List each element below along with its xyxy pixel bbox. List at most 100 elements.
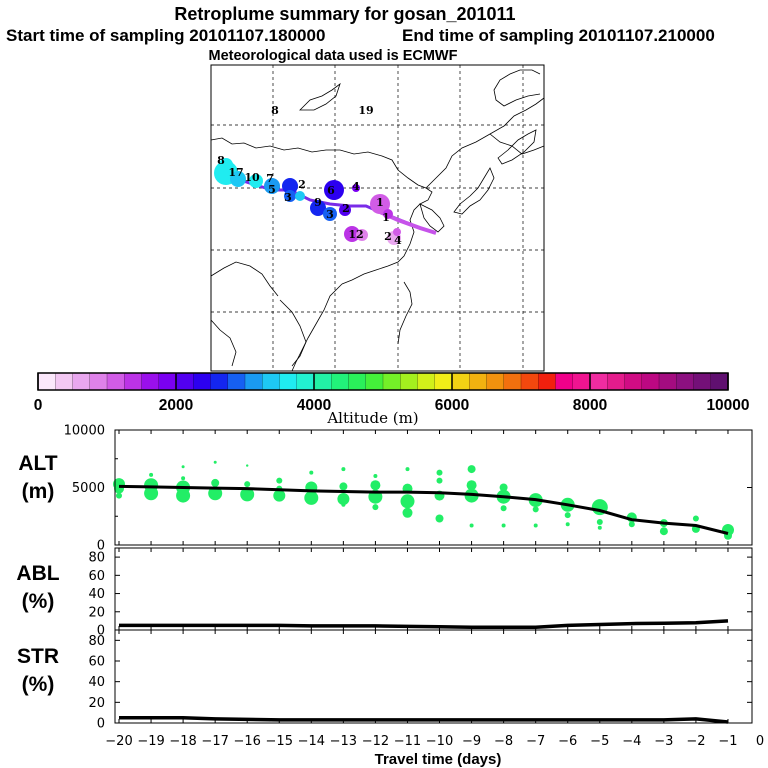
x-tick-label: −12 — [362, 734, 389, 749]
altitude-dot — [337, 493, 350, 505]
met-data-label: Meteorological data used is ECMWF — [209, 48, 458, 64]
colorbar-cell — [106, 372, 125, 391]
time-series-panels: ALT (m) 0 5000 10000 ABL (%) 0 20 40 60 80 STR (%) 0 20… — [16, 424, 764, 750]
colorbar-cell — [175, 372, 194, 391]
x-tick-label: −14 — [298, 734, 325, 749]
colorbar-cell — [124, 372, 143, 391]
day-label: 3 — [326, 208, 334, 221]
colorbar-cell — [434, 372, 453, 391]
altitude-dot — [276, 477, 283, 484]
altitude-dot — [500, 505, 507, 512]
y-tick-label: 20 — [88, 605, 105, 620]
retroplume-track — [214, 158, 437, 245]
altitude-dot — [564, 512, 571, 519]
y-tick-label: 60 — [88, 655, 105, 670]
altitude-dot — [596, 519, 603, 525]
colorbar-cell — [262, 372, 281, 391]
figure-title: Retroplume summary for gosan_201011 — [174, 4, 515, 24]
altitude-dot — [469, 523, 474, 528]
colorbar-cell — [331, 372, 350, 391]
x-tick-label: −7 — [526, 734, 545, 749]
altitude-dot — [373, 474, 378, 478]
colorbar-cell — [555, 372, 574, 391]
colorbar-cell — [210, 372, 229, 391]
altitude-dot — [405, 467, 410, 472]
plume-cluster — [370, 194, 390, 214]
x-tick-label: −1 — [718, 734, 737, 749]
altitude-dot — [692, 515, 699, 522]
plume-cluster — [284, 190, 296, 202]
y-tick-label: 60 — [88, 569, 105, 584]
colorbar-cell — [227, 372, 246, 391]
colorbar-tick-label: 0 — [34, 397, 43, 414]
colorbar-cell — [158, 372, 177, 391]
altitude-dot — [501, 523, 506, 528]
colorbar-cell — [641, 372, 660, 391]
x-tick-label: −11 — [394, 734, 421, 749]
x-axis-ticks: −20 −19 −18 −17 −16 −15 −14 −13 −12 −11 −10 −9 −8 −7−… — [105, 734, 764, 749]
altitude-dot — [341, 467, 346, 472]
panel-alt: ALT (m) 0 5000 10000 — [18, 424, 753, 554]
colorbar-tick-label: 6000 — [435, 397, 469, 414]
colorbar-cell — [676, 372, 695, 391]
x-tick-label: −9 — [462, 734, 481, 749]
plume-cluster — [219, 158, 233, 172]
colorbar-cell — [417, 372, 436, 391]
colorbar-cell — [244, 372, 263, 391]
altitude-dot — [304, 490, 319, 505]
x-tick-label: −5 — [590, 734, 609, 749]
y-tick-label: 0 — [97, 624, 105, 639]
panel-ylabel: (%) — [22, 673, 55, 696]
day-label: 10 — [244, 171, 260, 184]
end-time-label: End time of sampling 20101107.210000 — [402, 26, 715, 45]
panel-ylabel: (m) — [22, 480, 55, 503]
x-tick-label: −10 — [426, 734, 453, 749]
altitude-dot — [176, 488, 191, 503]
colorbar-cell — [72, 372, 91, 391]
colorbar-cell — [503, 372, 522, 391]
altitude-dot — [533, 523, 538, 528]
colorbar-cell — [279, 372, 298, 391]
day-label: 7 — [266, 172, 274, 185]
colorbar-cell — [141, 372, 160, 391]
y-tick-label: 10000 — [64, 424, 105, 439]
x-tick-label: −16 — [233, 734, 260, 749]
altitude-dot — [597, 525, 602, 530]
panel-ylabel: STR — [17, 645, 59, 668]
colorbar-axis-label: Altitude (m) — [326, 409, 418, 427]
x-tick-label: −19 — [137, 734, 164, 749]
abl-line — [119, 619, 729, 630]
plume-cluster — [310, 200, 326, 216]
altitude-dot — [116, 492, 122, 499]
colorbar-cell — [451, 372, 470, 391]
panel-frame — [114, 429, 753, 546]
x-tick-label: 0 — [756, 734, 764, 749]
plume-cluster — [230, 171, 246, 187]
colorbar-cell — [469, 372, 488, 391]
x-axis-label: Travel time (days) — [375, 751, 502, 768]
colorbar-cell — [572, 372, 591, 391]
altitude-dot — [144, 486, 159, 501]
day-label: 17 — [228, 166, 243, 179]
plume-cluster — [249, 174, 263, 188]
altitude-dot — [341, 502, 346, 507]
colorbar-cell — [538, 372, 557, 391]
altitude-dot — [211, 478, 220, 487]
altitude-dot — [208, 486, 223, 501]
plume-cluster — [383, 209, 393, 219]
day-label: 2 — [384, 230, 392, 243]
map-frame — [210, 64, 545, 372]
y-tick-label: 40 — [88, 587, 105, 602]
altitude-dot — [402, 507, 413, 518]
day-label: 2 — [298, 178, 306, 191]
day-label: 19 — [358, 104, 373, 117]
panel-ylabel: (%) — [22, 590, 55, 613]
day-label: 3 — [284, 191, 292, 204]
panel-ylabel: ALT — [18, 452, 57, 475]
altitude-dot — [309, 470, 314, 475]
y-tick-label: 40 — [88, 675, 105, 690]
plume-cluster — [393, 228, 401, 236]
mean-altitude-line — [118, 484, 729, 535]
colorbar-cell — [520, 372, 539, 391]
